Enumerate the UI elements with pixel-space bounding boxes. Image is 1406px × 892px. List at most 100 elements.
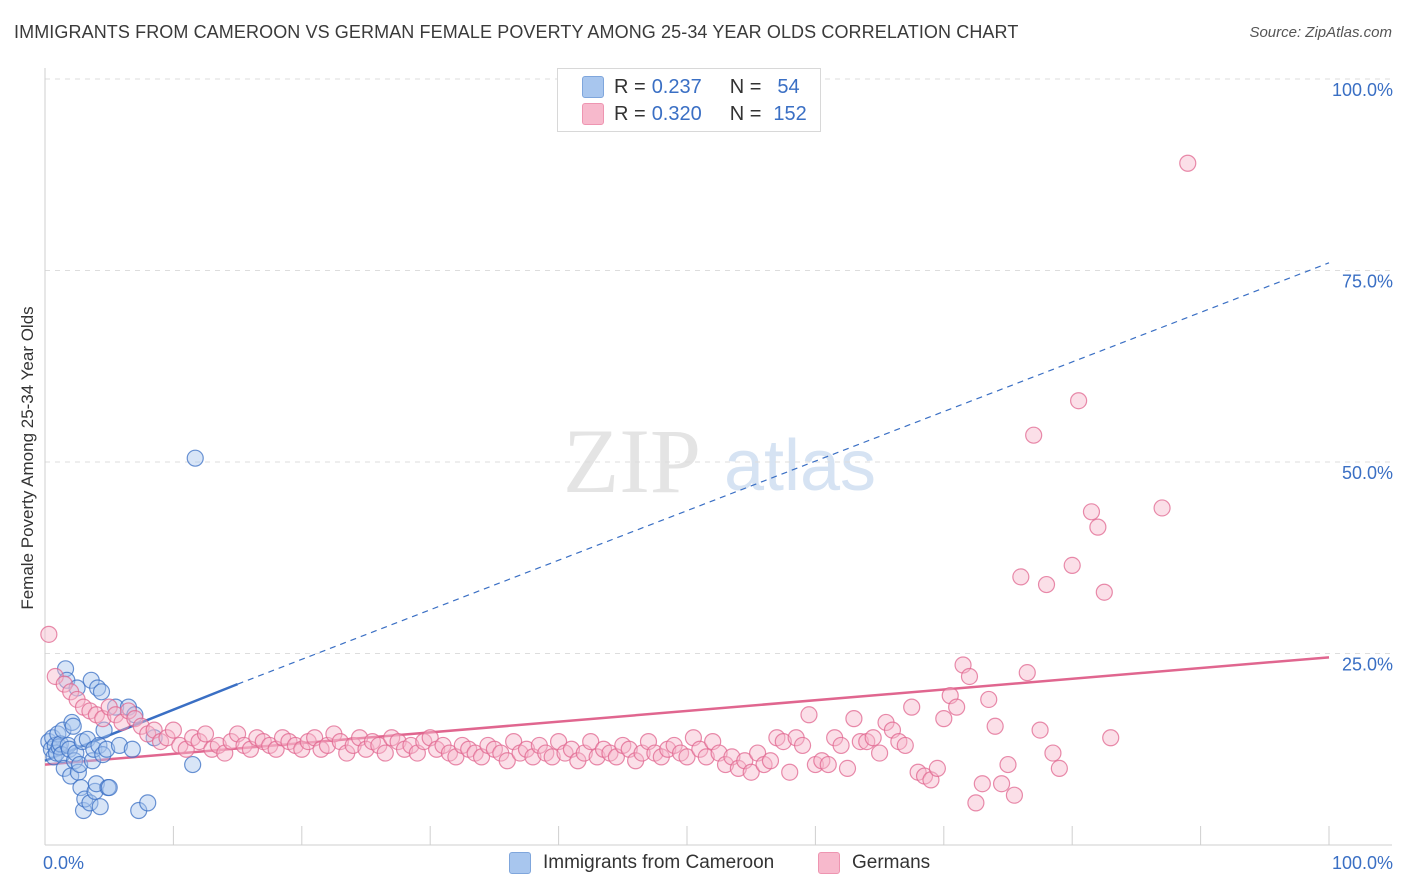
germans-point <box>800 706 818 724</box>
cameroon-point <box>186 449 204 467</box>
source-label: Source: ZipAtlas.com <box>1249 24 1392 41</box>
germans-point <box>196 725 215 743</box>
germans-point <box>819 755 837 774</box>
germans-point <box>40 625 58 643</box>
germans-point <box>1082 503 1101 521</box>
watermark: ZIP atlas <box>563 410 876 512</box>
germans-point <box>896 736 914 755</box>
legend-row-germans: R = 0.320 N = 152 <box>582 101 807 127</box>
germans-point <box>1063 556 1081 575</box>
germans-point <box>742 763 760 781</box>
series-legend-germans: Germans <box>818 852 930 874</box>
germans-point <box>1153 499 1171 517</box>
watermark-zip: ZIP <box>563 410 701 512</box>
grid-lines <box>45 78 1392 654</box>
germans-point <box>678 748 696 766</box>
cameroon-point <box>71 755 89 774</box>
germans-point <box>999 755 1017 774</box>
germans-point <box>774 732 792 751</box>
germans-point <box>543 748 561 766</box>
watermark-atlas: atlas <box>724 426 876 506</box>
legend-r-label: R = <box>614 102 646 125</box>
series-swatch-blue <box>509 852 531 874</box>
germans-point <box>761 752 780 770</box>
y-tick-label: 50.0% <box>1342 463 1393 483</box>
legend-row-cameroon: R = 0.237 N = 54 <box>582 74 800 100</box>
germans-point <box>928 759 946 778</box>
series-swatch-pink <box>818 852 840 874</box>
legend-r-value: 0.320 <box>651 102 702 125</box>
germans-point <box>935 710 953 728</box>
germans-point <box>1102 729 1120 747</box>
germans-point <box>960 667 979 686</box>
germans-point <box>1025 426 1043 444</box>
germans-point <box>980 690 998 709</box>
tick-labels: 25.0% 50.0% 75.0% 100.0% 0.0% 100.0% <box>43 80 1393 873</box>
cameroon-point <box>98 740 116 758</box>
cameroon-point <box>110 736 129 755</box>
germans-trend-line <box>44 656 1330 766</box>
germans-point <box>793 736 812 755</box>
data-points <box>40 154 1197 820</box>
cameroon-point <box>139 794 157 812</box>
germans-point <box>1031 721 1049 739</box>
series-legend-label: Germans <box>852 852 931 873</box>
axes <box>44 68 1392 846</box>
germans-point <box>164 721 182 739</box>
germans-point <box>845 710 863 728</box>
germans-point <box>1050 759 1068 778</box>
germans-point <box>1018 664 1036 682</box>
cameroon-point <box>91 798 109 816</box>
legend-r-value: 0.237 <box>651 75 702 98</box>
legend-r-label: R = <box>614 75 646 98</box>
cameroon-point <box>92 683 111 701</box>
cameroon-point <box>64 717 82 735</box>
germans-point <box>903 698 921 716</box>
germans-point <box>832 736 850 755</box>
germans-point <box>1012 568 1030 586</box>
germans-point <box>1044 744 1062 762</box>
cameroon-point <box>90 736 108 755</box>
germans-point <box>973 775 991 793</box>
cameroon-point <box>100 778 118 797</box>
x-tick-label: 100.0% <box>1332 853 1393 873</box>
legend-swatch-blue <box>582 76 604 98</box>
germans-point <box>1070 392 1088 410</box>
series-legend: Immigrants from Cameroon Germans <box>0 850 1406 880</box>
germans-point <box>376 744 394 762</box>
legend-n-label: N = <box>729 75 762 98</box>
germans-point <box>697 748 715 766</box>
cameroon-point <box>184 755 202 774</box>
germans-point <box>781 763 799 781</box>
germans-point <box>851 732 869 751</box>
germans-point <box>992 775 1011 793</box>
series-legend-label: Immigrants from Cameroon <box>543 852 775 873</box>
germans-point <box>1089 518 1107 536</box>
legend-n-value: 152 <box>773 102 807 125</box>
germans-point <box>986 717 1004 735</box>
germans-point <box>498 752 516 770</box>
germans-point <box>948 698 966 716</box>
germans-point <box>864 729 882 747</box>
legend-n-value: 54 <box>777 75 800 98</box>
cameroon-trend-extension <box>237 262 1330 685</box>
y-tick-label: 100.0% <box>1332 80 1393 100</box>
trend-lines <box>44 262 1330 766</box>
germans-point <box>1179 154 1197 172</box>
series-legend-cameroon: Immigrants from Cameroon <box>509 852 774 874</box>
chart-title: IMMIGRANTS FROM CAMEROON VS GERMAN FEMAL… <box>14 22 1019 42</box>
germans-point <box>838 759 857 778</box>
legend-swatch-pink <box>582 103 604 125</box>
germans-point <box>582 732 600 751</box>
germans-point <box>1037 575 1056 594</box>
germans-point <box>870 744 889 762</box>
germans-point <box>967 794 985 812</box>
y-tick-label: 25.0% <box>1342 655 1393 675</box>
cameroon-point <box>123 740 141 758</box>
germans-point <box>1005 786 1024 804</box>
legend-n-label: N = <box>729 102 762 125</box>
germans-point <box>1095 583 1113 601</box>
x-tick-label: 0.0% <box>43 853 84 873</box>
correlation-legend: R = 0.237 N = 54 R = 0.320 N = 152 <box>557 68 821 132</box>
